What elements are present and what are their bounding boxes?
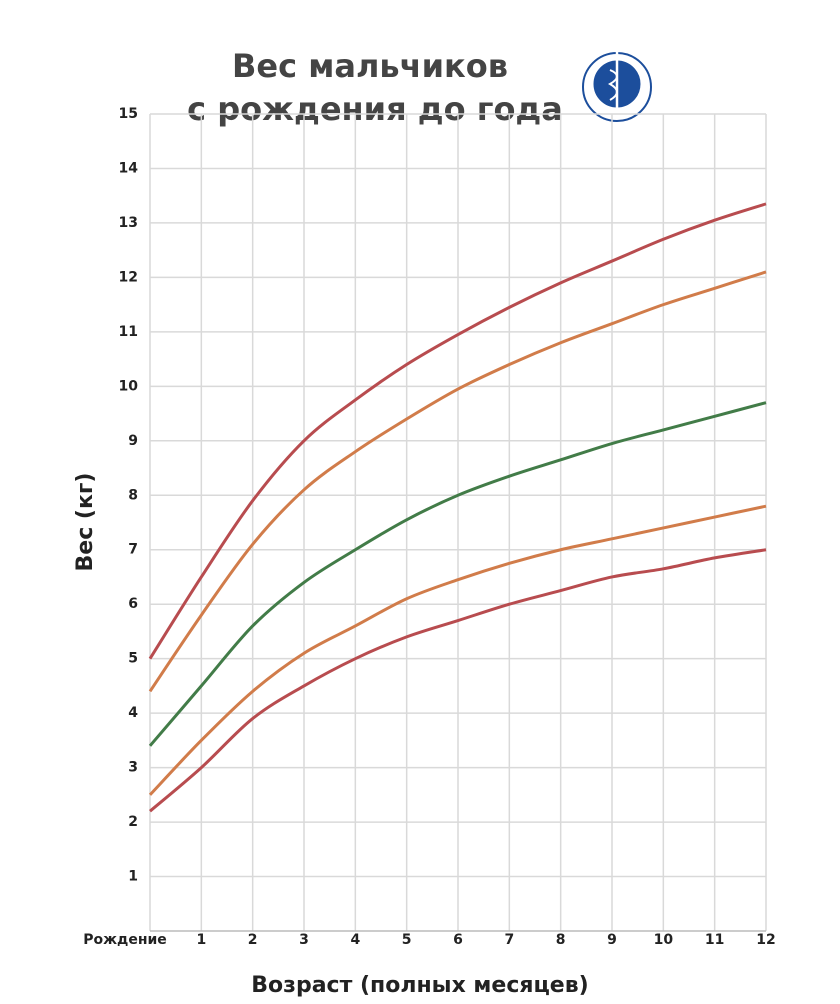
x-tick-label: 1 — [196, 932, 206, 948]
y-tick-label: 6 — [128, 596, 138, 612]
chart-subtitle: с рождения до года — [187, 90, 563, 128]
x-tick-label: 2 — [248, 932, 258, 948]
y-tick-label: 9 — [128, 433, 138, 449]
x-tick-label: 4 — [350, 932, 360, 948]
line-series — [148, 401, 767, 747]
x-tick-label: 3 — [299, 932, 309, 948]
x-tick-label: 10 — [654, 932, 674, 948]
x-axis-label: Возраст (полных месяцев) — [251, 973, 588, 998]
y-tick-label: 8 — [128, 487, 138, 503]
line-series — [148, 504, 767, 796]
y-tick-label: 10 — [119, 378, 139, 394]
line-series — [149, 548, 767, 813]
y-tick-label: 4 — [128, 705, 138, 721]
y-tick-label: 5 — [128, 651, 138, 667]
x-tick-label: 12 — [756, 932, 775, 948]
y-tick-label: 14 — [119, 160, 139, 176]
y-tick-label: 13 — [119, 215, 138, 231]
y-tick-label: 11 — [119, 324, 138, 340]
x-tick-label: 9 — [607, 932, 617, 948]
line-series — [148, 202, 767, 660]
x-tick-label: Рождение — [83, 932, 167, 948]
x-tick-label: 11 — [705, 932, 724, 948]
line-series — [148, 270, 767, 693]
y-tick-label: 7 — [128, 542, 138, 558]
x-tick-label: 7 — [504, 932, 514, 948]
x-tick-label: 6 — [453, 932, 463, 948]
y-tick-label: 3 — [128, 760, 138, 776]
y-tick-label: 2 — [128, 814, 138, 830]
x-tick-label: 5 — [402, 932, 412, 948]
x-tick-label: 8 — [556, 932, 566, 948]
y-axis-label: Вес (кг) — [73, 473, 98, 572]
chart-title: Вес мальчиков — [232, 47, 508, 85]
y-tick-label: 12 — [119, 269, 138, 285]
who-logo — [582, 52, 652, 122]
y-tick-label: 1 — [128, 869, 138, 885]
y-tick-label: 15 — [119, 106, 138, 122]
